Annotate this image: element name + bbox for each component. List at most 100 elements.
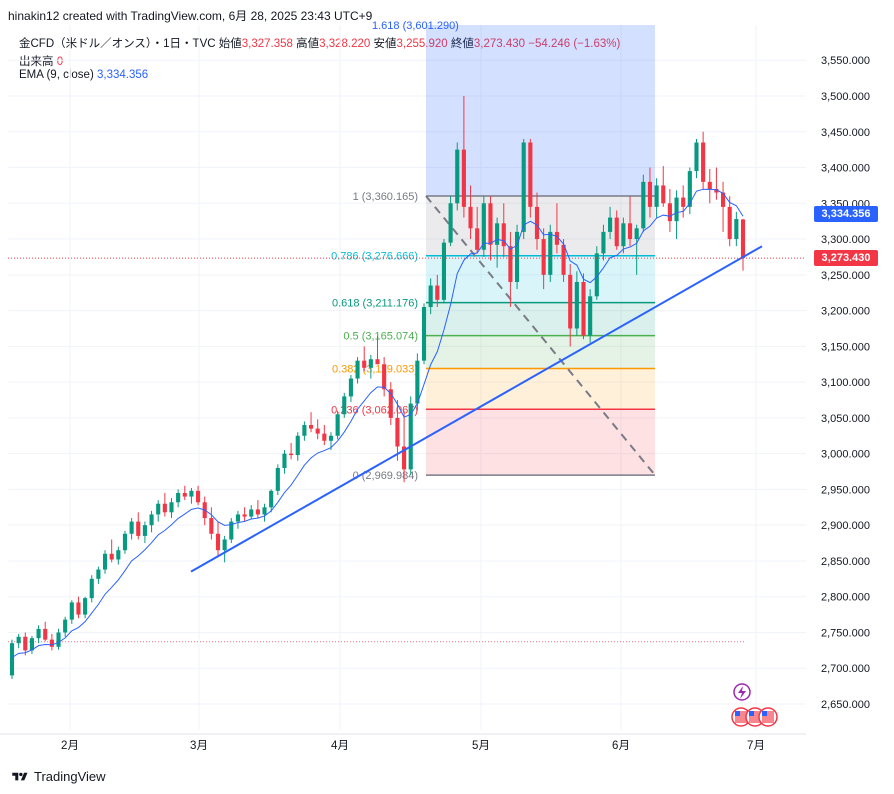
candle-body [608, 217, 613, 232]
candle-body [162, 503, 167, 513]
close-value: 3,273.430 [473, 38, 526, 50]
y-tick-label: 3,150.000 [821, 341, 870, 353]
candle-body [435, 285, 440, 300]
x-tick-label: 5月 [472, 740, 490, 752]
candle-body [455, 149, 460, 204]
x-tick-label: 6月 [612, 740, 630, 752]
candle-body [448, 203, 453, 243]
fib-level-label: 0.236 (3,062.067) [331, 404, 418, 416]
lightning-bolt-icon [738, 686, 746, 699]
candle-body [421, 307, 427, 361]
candle-body [468, 206, 473, 229]
candle-body [508, 246, 513, 282]
fib-level-label: 0 (2,969.984) [353, 470, 418, 482]
x-tick-label: 2月 [61, 740, 79, 752]
candle-body [43, 628, 48, 640]
candle-body [568, 274, 573, 329]
y-tick-label: 3,000.000 [821, 449, 870, 461]
candle-body [687, 171, 692, 207]
candle-body [548, 231, 553, 275]
candle-body [621, 223, 626, 247]
ema-price-tag: 3,334.356 [814, 206, 878, 223]
candle-body [249, 509, 254, 517]
y-tick-label: 2,850.000 [821, 556, 870, 568]
fib-level-label: 1 (3,360.165) [353, 191, 418, 203]
candle-body [681, 197, 686, 207]
candle-body [242, 514, 247, 517]
candle-body [189, 490, 194, 497]
low-label: 安値 [373, 38, 397, 50]
candle-body [229, 521, 234, 540]
candle-body [116, 550, 121, 560]
candle-body [734, 219, 739, 240]
y-tick-label: 3,200.000 [821, 306, 870, 318]
fib-zone [426, 255, 655, 303]
fib-zone [426, 368, 655, 410]
candle-body [269, 490, 274, 508]
candle-body [36, 628, 41, 639]
candle-body [694, 142, 699, 172]
candle-body [142, 525, 147, 536]
ema-label: EMA (9, close) [19, 69, 94, 81]
low-value: 3,255.920 [396, 38, 448, 50]
us-flag-canton-icon [735, 711, 740, 716]
y-tick-label: 2,650.000 [821, 699, 870, 711]
ohlc-legend: 金CFD（米ドル／オンス）・1日・TVC 始値3,327.358 高値3,328… [19, 35, 620, 51]
candle-body [302, 425, 307, 436]
fib-extension-zone [426, 25, 655, 197]
candle-body [56, 632, 61, 647]
symbol-name[interactable]: 金CFD（米ドル／オンス）・1日・TVC [19, 38, 216, 50]
candle-body [209, 518, 214, 534]
candle-body [521, 142, 526, 232]
candle-body [176, 492, 181, 503]
candle-body [69, 602, 74, 620]
candle-body [415, 360, 420, 404]
volume-legend[interactable]: 出来高 0 [19, 53, 63, 69]
candle-body [382, 364, 387, 390]
candle-body [428, 285, 433, 308]
fib-zone [426, 335, 655, 369]
candle-body [554, 231, 559, 245]
y-tick-label: 3,050.000 [821, 413, 870, 425]
candle-body [295, 435, 300, 456]
y-tick-label: 2,950.000 [821, 484, 870, 496]
candle-body [614, 217, 619, 247]
tradingview-brand: TradingView [34, 769, 106, 784]
candle-body [641, 181, 646, 229]
fib-zone [426, 409, 655, 476]
candle-body [16, 636, 21, 644]
tradingview-footer[interactable]: TradingView [10, 769, 106, 784]
candle-body [89, 578, 94, 599]
candle-body [222, 539, 227, 551]
candle-body [196, 490, 201, 503]
fib-level-label: 0.5 (3,165.074) [343, 331, 418, 343]
fib-level-label: 0.382 (3,119.033) [332, 364, 418, 376]
y-tick-label: 2,700.000 [821, 663, 870, 675]
candle-body [29, 638, 34, 651]
candle-body [156, 503, 161, 515]
candle-body [315, 428, 320, 434]
ema-line [11, 188, 744, 658]
candle-body [362, 360, 367, 368]
candle-body [328, 435, 334, 441]
candle-body [634, 228, 639, 240]
y-tick-label: 2,750.000 [821, 627, 870, 639]
candle-body [289, 453, 294, 456]
y-tick-label: 3,250.000 [821, 270, 870, 282]
change-value: −54.246 (−1.63%) [528, 38, 621, 50]
volume-value: 0 [56, 56, 64, 68]
candle-body [581, 281, 586, 336]
y-tick-label: 3,100.000 [821, 377, 870, 389]
us-flag-canton-icon [762, 711, 767, 716]
candle-body [514, 231, 520, 282]
y-tick-label: 3,300.000 [821, 234, 870, 246]
candle-body [501, 223, 506, 247]
ema-legend[interactable]: EMA (9, close) 3,334.356 [19, 69, 148, 81]
candle-body [654, 185, 659, 207]
x-tick-label: 4月 [331, 740, 349, 752]
candle-body [534, 206, 540, 240]
candle-body [169, 502, 174, 513]
candle-body [255, 509, 260, 515]
candle-body [63, 619, 68, 633]
